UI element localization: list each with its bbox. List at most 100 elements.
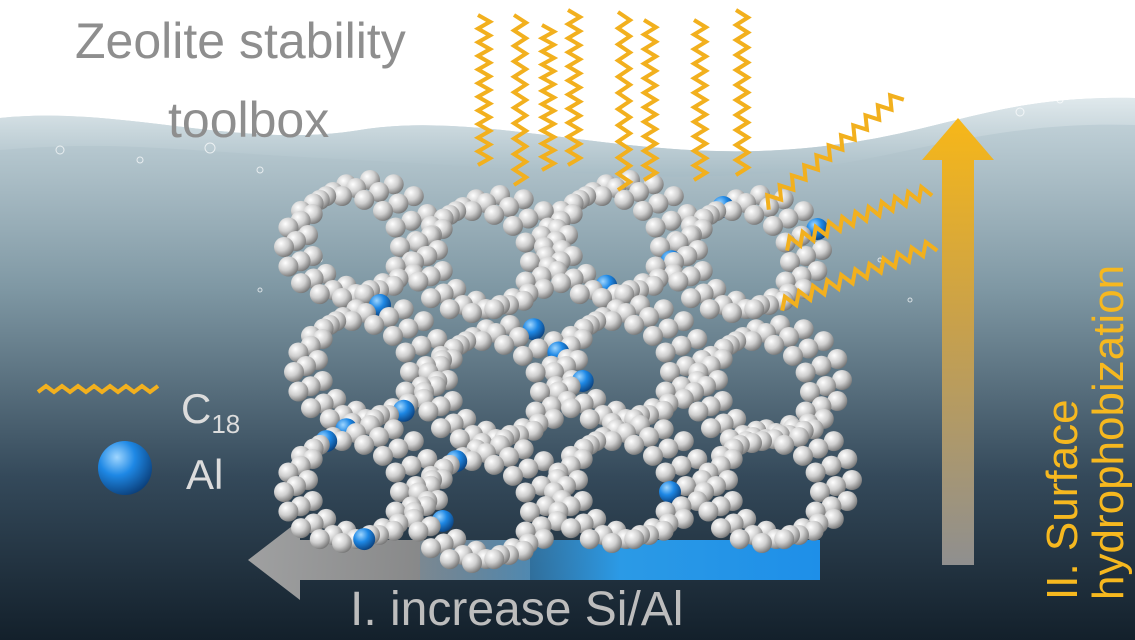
silicon-atom bbox=[763, 215, 783, 236]
silicon-atom bbox=[525, 362, 546, 383]
silicon-atom bbox=[673, 431, 694, 452]
silicon-atom bbox=[701, 418, 721, 439]
silicon-atom bbox=[484, 299, 505, 320]
silicon-atom bbox=[711, 518, 731, 539]
silicon-atom bbox=[393, 299, 414, 320]
silicon-atom bbox=[671, 455, 692, 476]
silicon-atom bbox=[515, 232, 536, 253]
silicon-atom bbox=[676, 476, 696, 496]
silicon-atom bbox=[411, 335, 432, 356]
silicon-atom bbox=[653, 299, 674, 320]
silicon-atom bbox=[354, 284, 375, 305]
silicon-atom bbox=[400, 362, 420, 382]
silicon-atom bbox=[401, 455, 422, 476]
silicon-atom bbox=[383, 419, 404, 440]
silicon-atom bbox=[388, 193, 409, 214]
aluminum-atom bbox=[659, 481, 681, 503]
silicon-atom bbox=[301, 398, 321, 419]
silicon-atom bbox=[439, 549, 460, 570]
silicon-atom bbox=[408, 521, 429, 542]
c18-chain bbox=[537, 23, 559, 172]
silicon-atom bbox=[688, 401, 709, 422]
silicon-atom bbox=[602, 311, 622, 331]
silicon-atom bbox=[413, 311, 434, 332]
silicon-atom bbox=[774, 434, 795, 455]
silicon-atom bbox=[823, 431, 844, 452]
silicon-atom bbox=[639, 427, 659, 447]
silicon-atom bbox=[639, 307, 659, 327]
silicon-atom bbox=[805, 462, 826, 483]
silicon-atom bbox=[278, 501, 299, 522]
silicon-atom bbox=[499, 197, 519, 217]
silicon-atom bbox=[354, 434, 375, 455]
silicon-atom bbox=[561, 398, 581, 419]
c18-chain bbox=[780, 238, 939, 311]
silicon-atom bbox=[780, 252, 800, 272]
silicon-atom bbox=[342, 311, 362, 331]
silicon-atom bbox=[655, 342, 676, 363]
silicon-atom bbox=[614, 189, 635, 210]
legend-aluminum-icon bbox=[98, 441, 152, 495]
silicon-atom bbox=[291, 518, 311, 539]
silicon-atom bbox=[592, 288, 612, 308]
silicon-atom bbox=[520, 252, 540, 272]
silicon-atom bbox=[687, 449, 708, 469]
silicon-atom bbox=[687, 329, 708, 349]
silicon-atom bbox=[810, 482, 830, 502]
silicon-atom bbox=[832, 370, 852, 390]
silicon-atom bbox=[569, 284, 590, 305]
silicon-atom bbox=[796, 246, 816, 266]
silicon-atom bbox=[408, 271, 429, 292]
silicon-atom bbox=[403, 431, 424, 452]
silicon-atom bbox=[528, 338, 549, 359]
silicon-atom bbox=[653, 419, 674, 440]
silicon-atom bbox=[417, 449, 438, 469]
c18-chain bbox=[640, 18, 660, 182]
silicon-atom bbox=[278, 256, 299, 277]
silicon-atom bbox=[533, 528, 554, 549]
silicon-atom bbox=[823, 508, 844, 529]
c18-chain bbox=[614, 10, 634, 192]
surface-hydrophobization-arrow bbox=[922, 118, 994, 565]
silicon-atom bbox=[658, 318, 679, 339]
silicon-atom bbox=[291, 273, 311, 294]
silicon-atom bbox=[624, 434, 645, 455]
silicon-atom bbox=[518, 458, 539, 479]
silicon-atom bbox=[673, 508, 694, 529]
silicon-atom bbox=[633, 200, 653, 221]
silicon-atom bbox=[354, 189, 375, 210]
c18-chains bbox=[473, 8, 939, 311]
silicon-atom bbox=[821, 455, 842, 476]
silicon-atom bbox=[427, 329, 448, 349]
silicon-atom bbox=[808, 438, 829, 459]
silicon-atom bbox=[774, 529, 795, 550]
silicon-atom bbox=[624, 529, 645, 550]
silicon-atom bbox=[579, 529, 600, 550]
silicon-atom bbox=[650, 237, 670, 257]
silicon-atom bbox=[624, 314, 645, 335]
silicon-atom bbox=[681, 288, 701, 309]
silicon-atom bbox=[660, 362, 680, 382]
legend-chain-subscript: 18 bbox=[211, 409, 241, 439]
silicon-atom bbox=[395, 342, 416, 363]
silicon-atom bbox=[388, 438, 409, 459]
silicon-atom bbox=[807, 261, 828, 281]
silicon-atom bbox=[793, 201, 814, 222]
silicon-atom bbox=[462, 553, 482, 573]
silicon-atom bbox=[783, 345, 803, 366]
silicon-atom bbox=[837, 449, 858, 469]
silicon-atom bbox=[421, 538, 441, 559]
silicon-atom bbox=[503, 465, 523, 486]
silicon-atom bbox=[699, 299, 720, 320]
surface-label-line-2: hydrophobization bbox=[1084, 264, 1134, 600]
silicon-atom bbox=[842, 470, 862, 490]
silicon-atom bbox=[561, 518, 581, 539]
silicon-atom bbox=[513, 189, 534, 210]
silicon-atom bbox=[722, 303, 742, 323]
silicon-atom bbox=[764, 334, 785, 355]
silicon-atom bbox=[811, 355, 832, 376]
silicon-atom bbox=[655, 462, 676, 483]
silicon-atom bbox=[319, 409, 340, 430]
c18-chain bbox=[785, 183, 934, 251]
silicon-atom bbox=[520, 502, 540, 522]
